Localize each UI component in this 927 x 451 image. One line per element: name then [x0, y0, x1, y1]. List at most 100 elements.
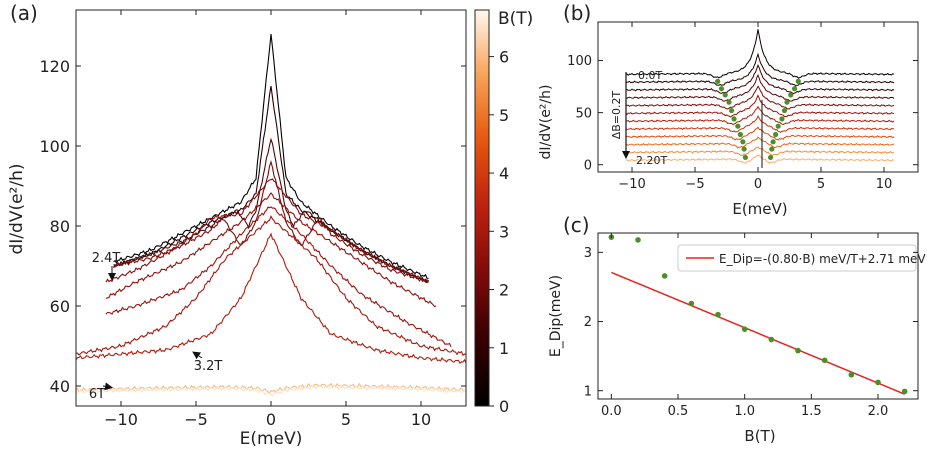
- panel-b-series-line: [625, 105, 895, 126]
- panel-c-xtick-label: 2.0: [868, 404, 889, 419]
- panel-b-dip-marker: [769, 146, 775, 152]
- colorbar-tick-label: 3: [499, 222, 509, 241]
- panel-b-xlabel: E(meV): [732, 200, 787, 218]
- panel-b-dip-marker: [795, 78, 801, 84]
- panel-c-point: [768, 336, 775, 343]
- panel-b-series-line: [625, 154, 895, 164]
- panel-a-series-line: [75, 232, 467, 364]
- panel-c-ytick-label: 2: [584, 315, 592, 330]
- panel-b-dip-marker: [718, 86, 725, 92]
- colorbar: B(T) 0 1 2 3 4 5 6: [474, 9, 533, 416]
- panel-c-point: [795, 347, 801, 354]
- panel-b-dip-marker: [740, 139, 746, 145]
- panel-c-point: [661, 273, 668, 279]
- panel-c-axes-frame: [597, 232, 919, 400]
- panel-c-point: [848, 371, 855, 378]
- panel-b-axes-frame: [597, 21, 919, 173]
- panel-a-ytick-label: 80: [50, 217, 70, 236]
- panel-b-dip-marker: [728, 107, 735, 114]
- panel-b-dip-marker: [715, 78, 721, 84]
- panel-c-xtick-label: 1.0: [734, 404, 755, 419]
- panel-c-xtick-label: 0.5: [668, 404, 689, 419]
- panel-b-xtick-label: −5: [685, 177, 704, 192]
- panel-b-dip-marker: [773, 131, 779, 138]
- colorbar-tick-label: 4: [499, 164, 509, 183]
- panel-c-point: [635, 237, 641, 243]
- panel-b-ytick-label: 50: [575, 106, 592, 121]
- panel-a-series-line: [113, 86, 429, 284]
- panel-a-xtick-label: 0: [266, 410, 276, 429]
- panel-c-legend: [677, 244, 917, 272]
- panel-a-series-line: [105, 178, 429, 283]
- panel-b-xtick-label: 0: [754, 177, 762, 192]
- panel-b-dip-marker: [722, 92, 728, 98]
- panel-c-point: [741, 326, 748, 332]
- panel-b-dip-marker: [781, 107, 788, 114]
- panel-a-xtick-label: −5: [184, 410, 208, 429]
- panel-b-dip-marker: [741, 146, 747, 152]
- panel-b-dip-marker: [788, 92, 794, 98]
- panel-a-annotation: 2.4T: [92, 251, 121, 266]
- colorbar-tick-label: 2: [499, 281, 509, 300]
- colorbar-tick-label: 5: [499, 106, 509, 125]
- panel-b-series-line: [625, 136, 895, 149]
- panel-a-xtick-label: 5: [341, 410, 351, 429]
- panel-c-legend-label: E_Dip=-(0.80·B) meV/T+2.71 meV: [719, 252, 926, 266]
- panel-a-ytick-label: 60: [50, 297, 70, 316]
- panel-c-xtick-label: 0.0: [601, 404, 622, 419]
- panel-a-series-line: [75, 384, 467, 397]
- panel-a-series: [75, 33, 467, 397]
- panel-b-series-line: [625, 85, 895, 110]
- panel-a-series-line: [105, 206, 452, 348]
- panel-a-annotation-arrow: [192, 351, 203, 360]
- panel-b-xtick-label: −10: [618, 177, 645, 192]
- panel-c: (c) E_Dip=-(0.80·B) meV/T+2.71 meV 0.0 0.…: [548, 213, 926, 445]
- panel-a-series-line: [105, 192, 437, 308]
- colorbar-ticks: 0 1 2 3 4 5 6: [489, 48, 509, 416]
- panel-a-xtick-label: −10: [104, 410, 138, 429]
- colorbar-tick-label: 0: [499, 397, 509, 416]
- panel-b-dip-marker: [726, 99, 732, 105]
- panel-b-xtick-label: 5: [817, 177, 825, 192]
- panel-b-dip-marker: [731, 116, 737, 122]
- panel-c-point: [875, 379, 881, 386]
- panel-a-ytick-label: 40: [50, 377, 70, 396]
- panel-b-series-line: [625, 126, 895, 141]
- panel-a-ytick-label: 100: [39, 137, 70, 156]
- panel-b-series-line: [625, 73, 895, 102]
- panel-c-fit-segment: [611, 271, 905, 395]
- panel-b-dip-marker: [791, 86, 798, 92]
- panel-c-ytick-label: 1: [584, 384, 592, 399]
- panel-c-label: (c): [563, 213, 590, 237]
- panel-b-dip-marker: [767, 154, 774, 161]
- panel-b-series-line: [625, 146, 895, 157]
- panel-b-annotation-step: ΔB=0.2T: [610, 90, 623, 139]
- panel-b-series-line: [625, 52, 895, 87]
- panel-b-annotation-start: 0.0T: [638, 69, 662, 82]
- panel-b-ylabel: dI/dV(e²/h): [538, 85, 554, 160]
- panel-a-series-line: [113, 33, 429, 279]
- panel-c-fit-line: [611, 271, 905, 395]
- panel-a-series-line: [75, 214, 467, 356]
- panel-a-ytick-label: 120: [39, 57, 70, 76]
- panel-c-ylabel: E_Dip(meV): [548, 275, 564, 357]
- panel-b-dip-marker: [770, 139, 776, 145]
- panel-c-points: [608, 234, 908, 395]
- colorbar-label: B(T): [498, 9, 533, 29]
- panel-b-dip-markers: [715, 78, 801, 161]
- colorbar-gradient: [475, 10, 489, 406]
- panel-b-dip-marker: [737, 131, 743, 138]
- panel-b-dip-marker: [779, 116, 785, 122]
- panel-b-ytick-label: 100: [567, 54, 592, 69]
- colorbar-tick-label: 6: [499, 48, 509, 67]
- panel-c-xlabel: B(T): [744, 427, 775, 445]
- panel-b-series-line: [625, 114, 895, 134]
- panel-b-dip-marker: [735, 123, 741, 129]
- panel-a-annotation-arrow: [102, 382, 113, 391]
- panel-b-xtick-label: 10: [876, 177, 893, 192]
- panel-b-ytick-label: 0: [584, 158, 592, 173]
- panel-b-annotation-end: 2.20T: [636, 154, 667, 167]
- panel-c-ytick-label: 3: [584, 246, 592, 261]
